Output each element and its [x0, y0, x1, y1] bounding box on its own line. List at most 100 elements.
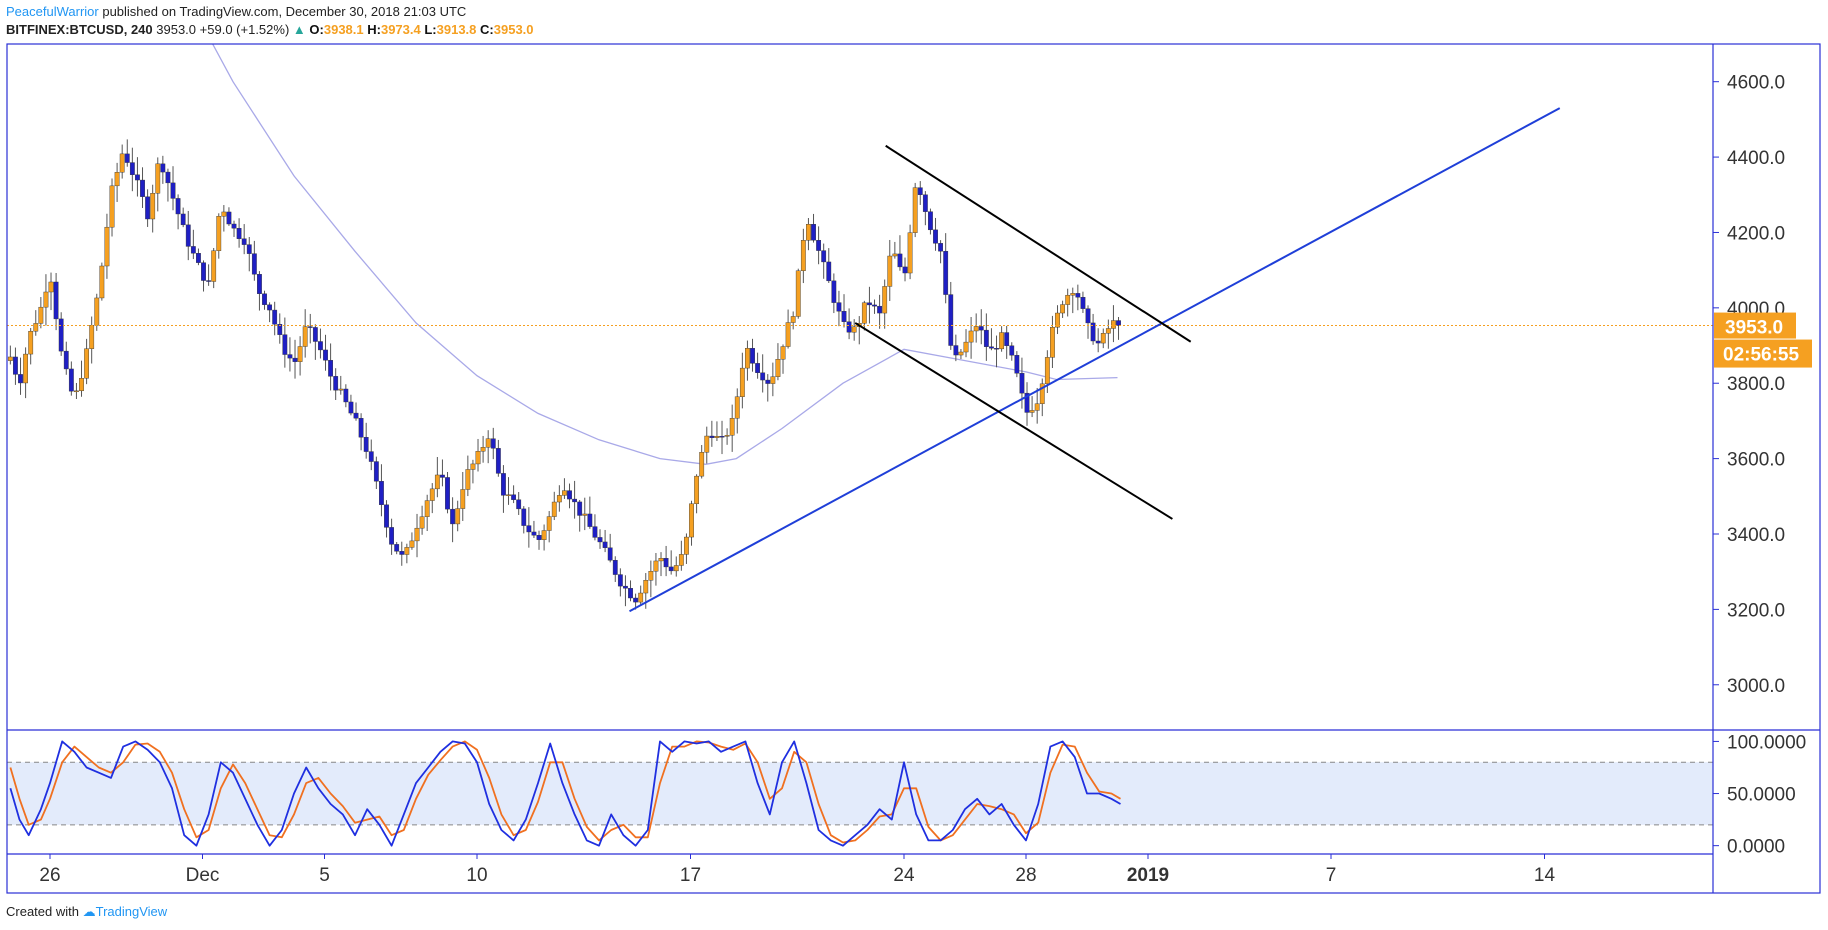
candle-body [68, 368, 74, 392]
chart-frame [6, 43, 1821, 894]
candle-body [58, 318, 64, 352]
candle-body [780, 346, 786, 360]
candle-body [867, 302, 872, 306]
time-tick-label: Dec [186, 865, 220, 886]
candle-body [811, 224, 816, 241]
candle-body [526, 525, 532, 533]
candle-body [765, 379, 771, 384]
countdown-label: 02:56:55 [1723, 345, 1799, 366]
candle-body [928, 211, 933, 231]
candle-body [1116, 320, 1121, 326]
published-text: published on TradingView.com, December 3… [102, 4, 467, 19]
candle-body [1070, 293, 1076, 296]
candle-body [826, 261, 832, 282]
candle-body [348, 401, 354, 414]
candle-body [495, 448, 501, 474]
candle-body [551, 501, 557, 517]
candle-body [155, 163, 161, 194]
candle-body [429, 488, 435, 501]
candle-body [938, 243, 944, 252]
candle-body [231, 223, 237, 229]
candle-body [577, 501, 583, 516]
candle-body [567, 490, 572, 500]
candle-body [958, 351, 964, 356]
close-value: 3953.0 [493, 22, 534, 37]
price-tick-label: 3600.0 [1727, 450, 1785, 471]
candle-body [94, 297, 100, 326]
time-tick-label: 7 [1326, 865, 1337, 886]
candle-body [124, 153, 130, 163]
ascending-trendline[interactable] [629, 107, 1561, 613]
candle-body [714, 436, 720, 438]
candle-body [292, 357, 298, 362]
candle-body [262, 293, 267, 305]
candle-body [246, 244, 252, 254]
candle-body [1100, 333, 1106, 344]
candle-body [638, 592, 644, 603]
tradingview-link[interactable]: TradingView [95, 904, 168, 919]
candle-body [206, 280, 211, 282]
candle-body [943, 250, 949, 295]
candle-body [63, 350, 69, 370]
candle-body [607, 547, 613, 561]
candle-body [84, 348, 90, 379]
candle-body [480, 447, 486, 452]
candle-body [516, 499, 522, 510]
change-value: +59.0 (+1.52%) [199, 22, 290, 37]
candle-body [1111, 320, 1116, 329]
candle-body [846, 321, 852, 333]
candle-body [318, 341, 323, 351]
price-tick-label: 3200.0 [1727, 600, 1785, 621]
candle-body [272, 309, 278, 325]
candle-body [541, 530, 547, 540]
stoch-tick-label: 0.0000 [1727, 837, 1785, 858]
candle-body [546, 516, 552, 531]
candle-body [887, 255, 893, 287]
candle-body [135, 174, 140, 181]
candle-body [800, 240, 806, 271]
time-tick-label: 5 [319, 865, 330, 886]
time-tick-label: 2019 [1127, 865, 1169, 886]
time-tick-label: 24 [893, 865, 915, 886]
candle-body [170, 182, 176, 199]
price-tick-label: 3800.0 [1727, 374, 1785, 395]
candle-body [933, 229, 938, 244]
candle-body [1050, 326, 1055, 358]
last-price-tag-label: 3953.0 [1725, 318, 1783, 339]
candle-body [724, 435, 730, 437]
candle-body [648, 571, 654, 581]
candle-body [704, 435, 710, 453]
symbol-interval[interactable]: BITFINEX:BTCUSD, 240 [6, 22, 153, 37]
candle-body [1024, 392, 1030, 413]
candle-body [831, 280, 837, 303]
candle-body [663, 558, 669, 568]
candle-body [734, 396, 740, 419]
author-link[interactable]: PeacefulWarrior [6, 4, 99, 19]
candle-body [145, 196, 150, 220]
candle-body [460, 489, 466, 509]
candle-body [23, 353, 28, 384]
candle-body [18, 374, 23, 384]
stoch-k-line [9, 740, 1121, 847]
candle-body [501, 473, 506, 496]
candle-body [307, 326, 313, 328]
candle-body [790, 316, 796, 323]
candle-body [485, 438, 491, 448]
candle-body [409, 540, 415, 548]
candle-body [673, 565, 679, 572]
countdown-tag [1714, 339, 1812, 368]
candle-body [628, 588, 633, 599]
open-label: O: [309, 22, 324, 37]
wedge-lower-line[interactable] [854, 322, 1173, 520]
candle-body [897, 253, 903, 268]
candle-body [201, 262, 206, 281]
stoch-band [7, 762, 1713, 825]
wedge-upper-line[interactable] [885, 144, 1192, 343]
candle-body [775, 359, 781, 377]
candle-body [440, 474, 445, 478]
price-tick-label: 3400.0 [1727, 525, 1785, 546]
stoch-tick-label: 100.0000 [1727, 732, 1806, 753]
candle-body [902, 266, 908, 274]
candle-body [861, 302, 867, 324]
